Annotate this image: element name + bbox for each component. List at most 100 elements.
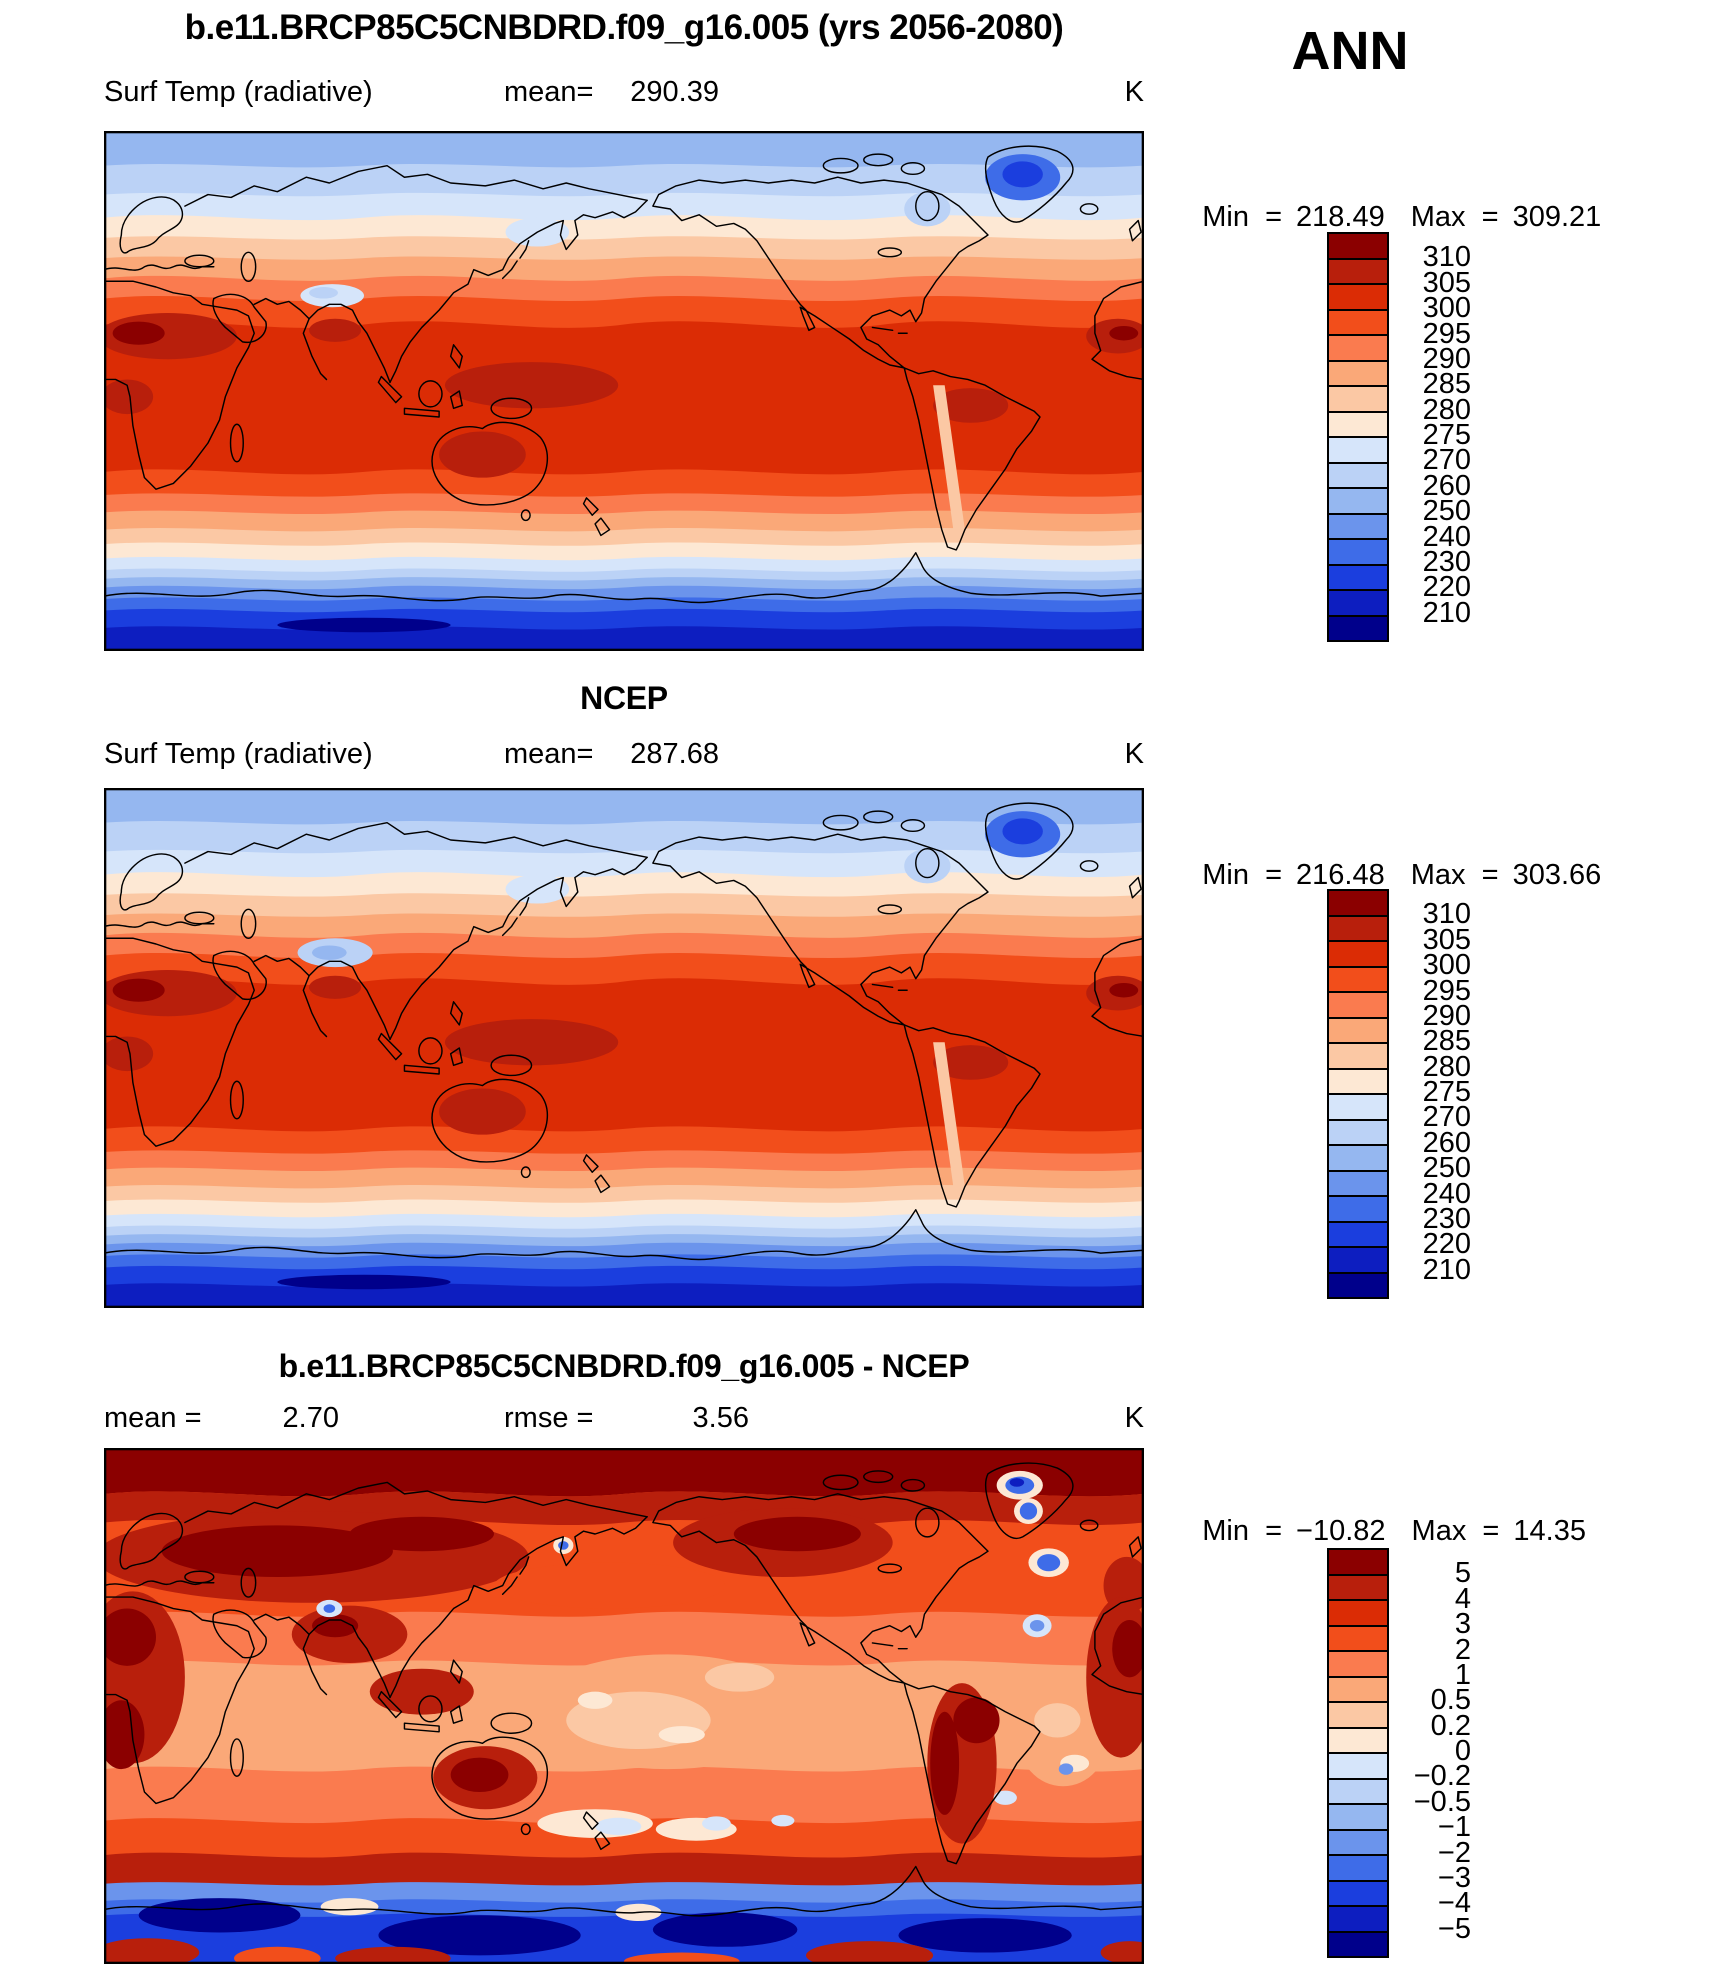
colorbar-tick-label: 210 (1422, 596, 1471, 629)
panel2-minmax: Min = 216.48 Max = 303.66 (1170, 826, 1710, 925)
colorbar-tick-label: 2 (1454, 1633, 1471, 1666)
colorbar-cell (1329, 489, 1387, 515)
colorbar-cell (1329, 1222, 1387, 1248)
colorbar-cell (1329, 1601, 1387, 1627)
colorbar-cell (1329, 310, 1387, 336)
colorbar-tick-label: 275 (1422, 419, 1471, 451)
panel2-mean-label: mean= (504, 738, 594, 770)
colorbar-cell (1329, 1044, 1387, 1070)
colorbar-tick-label: −0.5 (1413, 1785, 1471, 1818)
colorbar-tick-label: 0 (1454, 1735, 1471, 1767)
panel1-min-value: 218.49 (1296, 201, 1385, 233)
colorbar-cell (1329, 1248, 1387, 1274)
panel3-minmax: Min = −10.82 Max = 14.35 (1170, 1482, 1710, 1581)
colorbar-cell (1329, 1575, 1387, 1601)
colorbar-cell (1329, 993, 1387, 1019)
colorbar-tick-label: 280 (1422, 393, 1471, 426)
panel2-max-value: 303.66 (1512, 859, 1602, 891)
colorbar-cell (1329, 942, 1387, 968)
colorbar-cell (1329, 463, 1387, 489)
colorbar-cells (1327, 232, 1389, 642)
colorbar-cell (1329, 1856, 1387, 1882)
colorbar-tick-label: −4 (1437, 1887, 1471, 1920)
colorbar-tick-label: 220 (1422, 571, 1471, 604)
colorbar-cell (1329, 1805, 1387, 1831)
colorbar-model: 310 305 300 295 290 285 280 275 270 260 250 240 230 2… (1327, 232, 1471, 642)
colorbar-tick-label: 260 (1422, 1126, 1471, 1159)
colorbar-cell (1329, 1273, 1387, 1297)
panel1-mean-value: 290.39 (630, 76, 719, 108)
map-ncep (104, 788, 1144, 1308)
colorbar-cell (1329, 1754, 1387, 1780)
colorbar-cell (1329, 412, 1387, 438)
colorbar-tick-label: −1 (1437, 1811, 1471, 1844)
panel1-mean-label: mean= (504, 76, 594, 108)
panel1-min-label: Min = (1202, 201, 1283, 233)
colorbar-tick-label: 3 (1454, 1608, 1471, 1641)
colorbar-cell (1329, 1932, 1387, 1956)
colorbar-tick-label: 280 (1422, 1050, 1471, 1083)
temperature-bands (104, 788, 1144, 1308)
colorbar-cell (1329, 1018, 1387, 1044)
panel1-minmax: Min = 218.49 Max = 309.21 (1170, 168, 1710, 267)
panel3-mean-label: mean = (104, 1402, 202, 1434)
colorbar-cell (1329, 259, 1387, 285)
colorbar-cell (1329, 591, 1387, 617)
colorbar-cells (1327, 889, 1389, 1299)
colorbar-difference: 5 4 3 2 1 0.5 0.2 0 −0.2 −0.5 −1 −2 −3 −4 −5 (1327, 1548, 1471, 1958)
panel1-max-label: Max = (1410, 201, 1499, 233)
colorbar-cell (1329, 916, 1387, 942)
colorbar-tick-label: 270 (1422, 444, 1471, 477)
panel3-mean-value: 2.70 (282, 1402, 339, 1434)
season-label: ANN (1291, 21, 1409, 81)
colorbar-tick-label: 295 (1422, 317, 1471, 350)
colorbar-cell (1329, 1171, 1387, 1197)
panel1-units-label: K (1124, 76, 1144, 108)
colorbar-tick-label: −0.2 (1413, 1760, 1471, 1793)
panel2-variable-label: Surf Temp (radiative) (104, 738, 373, 770)
colorbar-cell (1329, 565, 1387, 591)
colorbar-cell (1329, 438, 1387, 464)
colorbar-tick-label: 300 (1422, 292, 1471, 325)
colorbar-tick-label: 290 (1422, 999, 1471, 1032)
panel3-title: b.e11.BRCP85C5CNBDRD.f09_g16.005 - NCEP (278, 1348, 970, 1384)
panel3-max-label: Max = (1411, 1515, 1500, 1547)
panel2-subtitle-row: Surf Temp (radiative) mean= 287.68 K (104, 738, 1144, 774)
colorbar-tick-label: 210 (1422, 1253, 1471, 1286)
colorbar-tick-label: 270 (1422, 1101, 1471, 1134)
colorbar-tick-label: 295 (1422, 974, 1471, 1007)
panel1-variable-label: Surf Temp (radiative) (104, 76, 373, 108)
colorbar-cell (1329, 1146, 1387, 1172)
colorbar-cell (1329, 1907, 1387, 1933)
colorbar-cell (1329, 1728, 1387, 1754)
colorbar-tick-label: 250 (1422, 1152, 1471, 1185)
colorbar-tick-label: 230 (1422, 545, 1471, 578)
colorbar-cell (1329, 1703, 1387, 1729)
panel3-units-label: K (1124, 1402, 1144, 1434)
panel3-max-value: 14.35 (1513, 1515, 1586, 1547)
colorbar-tick-label: 300 (1422, 949, 1471, 982)
panel3-rmse-label: rmse = (504, 1402, 594, 1434)
colorbar-cell (1329, 285, 1387, 311)
colorbar-tick-label: 220 (1422, 1228, 1471, 1261)
colorbar-cell (1329, 1830, 1387, 1856)
colorbar-cell (1329, 1779, 1387, 1805)
colorbar-cell (1329, 1197, 1387, 1223)
colorbar-tick-label: 250 (1422, 495, 1471, 528)
colorbar-tick-label: 240 (1422, 520, 1471, 553)
colorbar-tick-label: 285 (1422, 1025, 1471, 1058)
colorbar-tick-label: 0.2 (1430, 1709, 1471, 1742)
panel2-min-value: 216.48 (1296, 859, 1385, 891)
colorbar-cell (1329, 361, 1387, 387)
colorbar-tick-label: 1 (1454, 1658, 1471, 1691)
map-difference (104, 1448, 1144, 1964)
colorbar-tick-label: 4 (1454, 1582, 1471, 1615)
panel2-title: NCEP (580, 680, 668, 716)
colorbar-cell (1329, 1550, 1387, 1576)
colorbar-tick-label: 5 (1454, 1557, 1471, 1590)
panel3-stats-row: mean = 2.70 rmse = 3.56 K (104, 1402, 1144, 1438)
colorbar-cell (1329, 1626, 1387, 1652)
colorbar-tick-label: 240 (1422, 1177, 1471, 1210)
colorbar-cell (1329, 1069, 1387, 1095)
